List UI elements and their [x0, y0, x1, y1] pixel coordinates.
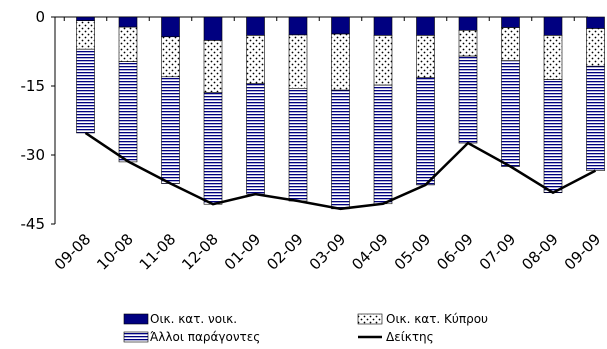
bar-segment-dots [458, 30, 478, 57]
x-tick-label: 05-09 [391, 230, 435, 274]
bar-segment-solid-navy [543, 16, 563, 36]
legend-swatch-dots [357, 313, 383, 325]
x-tick-label: 09-08 [51, 230, 95, 274]
bar-segment-horizontal-lines [458, 55, 478, 144]
bar-segment-dots [118, 26, 138, 62]
bar-segment-dots [246, 35, 265, 85]
bar-segment-solid-navy [416, 16, 435, 36]
bar-segment-horizontal-lines [586, 65, 605, 171]
bar-segment-horizontal-lines [543, 79, 563, 194]
bar-segment-dots [543, 35, 563, 80]
bars [76, 16, 605, 210]
bar-segment-dots [373, 35, 393, 86]
x-tick-label: 11-08 [136, 230, 180, 274]
legend-label-lines: Άλλοι παράγοντες [150, 330, 260, 344]
bar-segment-dots [288, 34, 308, 89]
bar-segment-solid-navy [76, 16, 95, 21]
legend-item-navy: Οικ. κατ. νοικ. [123, 312, 237, 326]
bar-segment-horizontal-lines [203, 92, 223, 205]
bar-segment-horizontal-lines [161, 76, 180, 184]
bar-segment-horizontal-lines [118, 61, 138, 163]
legend-item-dots: Οικ. κατ. Κύπρου [357, 312, 488, 326]
legend-swatch-navy [123, 313, 149, 325]
legend-swatch-lines [123, 331, 149, 343]
bar-segment-dots [416, 35, 435, 79]
bar-segment-dots [586, 28, 605, 67]
bar-segment-solid-navy [288, 16, 308, 36]
bar-segment-solid-navy [118, 16, 138, 28]
y-tick-label: 0 [35, 8, 45, 26]
bar-segment-dots [161, 36, 180, 78]
bar-segment-dots [76, 20, 95, 50]
bar-segment-solid-navy [203, 16, 223, 41]
bar-segment-horizontal-lines [331, 89, 350, 210]
x-tick-label: 07-09 [476, 230, 520, 274]
bar-segment-horizontal-lines [416, 77, 435, 186]
y-axis-ticks: 0 -15 -30 -45 [21, 8, 55, 233]
legend-label-line: Δείκτης [386, 330, 434, 344]
x-tick-label: 02-09 [263, 230, 307, 274]
x-tick-label: 03-09 [306, 230, 350, 274]
plot-area: 0 -15 -30 -45 09-0810-0811-0812-0801-0902-0… [21, 8, 605, 274]
bar-segment-dots [501, 27, 520, 61]
bar-segment-horizontal-lines [76, 48, 95, 134]
x-tick-label: 04-09 [348, 230, 392, 274]
bar-segment-dots [331, 33, 350, 91]
legend-item-line: Δείκτης [358, 330, 434, 344]
x-tick-label: 10-08 [93, 230, 137, 274]
bar-segment-solid-navy [458, 16, 478, 31]
x-tick-label: 01-09 [221, 230, 265, 274]
bar-segment-solid-navy [586, 16, 605, 29]
legend-label-dots: Οικ. κατ. Κύπρου [386, 312, 488, 326]
bar-segment-horizontal-lines [501, 60, 520, 167]
bar-segment-solid-navy [161, 16, 180, 38]
bar-segment-solid-navy [331, 16, 350, 35]
y-tick-label: -15 [21, 77, 46, 95]
legend: Οικ. κατ. νοικ. Οικ. κατ. Κύπρου Άλλοι π… [123, 312, 488, 344]
x-tick-label: 12-08 [178, 230, 222, 274]
legend-item-lines: Άλλοι παράγοντες [123, 330, 260, 344]
bar-segment-horizontal-lines [246, 83, 265, 195]
bar-segment-solid-navy [246, 16, 265, 36]
legend-label-navy: Οικ. κατ. νοικ. [150, 312, 237, 326]
y-tick-label: -30 [21, 146, 46, 164]
x-tick-label: 09-09 [561, 230, 605, 274]
y-tick-label: -45 [21, 215, 46, 233]
index-line [84, 131, 597, 211]
x-tick-label: 08-09 [518, 230, 562, 274]
bar-segment-solid-navy [373, 16, 393, 36]
bar-segment-dots [203, 40, 223, 93]
bar-segment-solid-navy [501, 16, 520, 28]
bar-segment-horizontal-lines [288, 88, 308, 202]
x-tick-label: 06-09 [433, 230, 477, 274]
bar-segment-horizontal-lines [373, 84, 393, 205]
